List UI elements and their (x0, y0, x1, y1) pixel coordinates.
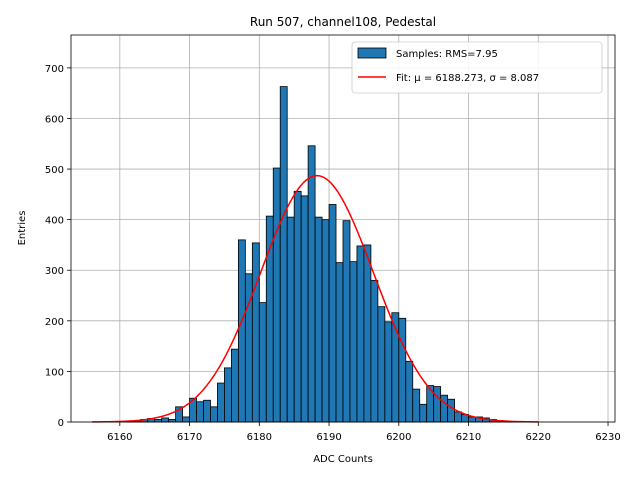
y-tick-label: 300 (45, 266, 64, 277)
x-axis-label: ADC Counts (313, 454, 373, 465)
x-tick-label: 6170 (177, 432, 202, 443)
histogram-bar (251, 242, 260, 423)
histogram-bar (377, 306, 386, 423)
histogram-bar (447, 398, 455, 423)
histogram-bar (384, 321, 393, 423)
histogram-bar (314, 216, 323, 423)
x-tick-label: 6180 (247, 432, 272, 443)
y-tick-label: 200 (45, 317, 64, 328)
x-tick-label: 6230 (595, 432, 620, 443)
histogram-bar (433, 386, 442, 423)
x-axis-ticks: 6160 6170 6180 6190 6200 6210 6220 6230 (107, 422, 621, 443)
histogram-bar (293, 190, 302, 423)
y-tick-label: 100 (45, 367, 64, 378)
histogram-bar (370, 279, 379, 423)
plot-frame (70, 34, 616, 423)
histogram-bar (419, 403, 428, 423)
histogram-bar (321, 219, 330, 423)
histogram-bar (300, 195, 309, 423)
fit-curve (91, 174, 539, 423)
histogram-bar (412, 388, 421, 423)
histogram-bar (363, 244, 372, 423)
legend-label-samples: Samples: RMS=7.95 (396, 49, 498, 60)
legend: Samples: RMS=7.95 Fit: μ = 6188.273, σ =… (351, 41, 603, 94)
histogram-bar (182, 416, 190, 423)
y-tick-label: 700 (45, 64, 64, 75)
histogram-bar (454, 411, 462, 423)
histogram-bar (203, 399, 211, 423)
histogram-bar (272, 167, 281, 423)
histogram-bar (328, 204, 337, 423)
histogram-bar (217, 382, 225, 423)
legend-swatch-samples (357, 47, 387, 59)
x-tick-label: 6160 (107, 432, 132, 443)
y-tick-label: 500 (45, 165, 64, 176)
y-axis-ticks: 0 100 200 300 400 500 600 700 (45, 64, 71, 429)
histogram-bar (307, 145, 316, 423)
y-tick-label: 400 (45, 216, 64, 227)
histogram-bar (349, 261, 358, 423)
histogram-bar (335, 262, 344, 423)
histogram-bar (405, 360, 414, 423)
legend-label-fit: Fit: μ = 6188.273, σ = 8.087 (396, 73, 539, 84)
histogram-bar (196, 401, 204, 423)
histogram-bar (161, 417, 170, 423)
x-tick-label: 6200 (386, 432, 411, 443)
histogram-bar (224, 367, 232, 423)
histogram-bar (356, 245, 365, 423)
histogram-bar (237, 239, 246, 423)
histogram-bar (231, 348, 239, 423)
legend-box (351, 41, 603, 94)
histogram-bar (398, 317, 407, 423)
x-tick-label: 6190 (316, 432, 341, 443)
y-tick-label: 600 (45, 114, 64, 125)
histogram-bar (342, 220, 351, 423)
y-tick-label: 0 (58, 418, 64, 429)
histogram-bar (210, 406, 218, 423)
histogram-bar (258, 302, 267, 423)
x-tick-label: 6220 (526, 432, 551, 443)
histogram-bar (279, 86, 288, 423)
x-tick-label: 6210 (456, 432, 481, 443)
y-axis-label: Entries (17, 211, 28, 246)
chart-title: Run 507, channel108, Pedestal (250, 15, 436, 29)
histogram-bar (440, 394, 449, 423)
histogram-bar (286, 216, 295, 423)
